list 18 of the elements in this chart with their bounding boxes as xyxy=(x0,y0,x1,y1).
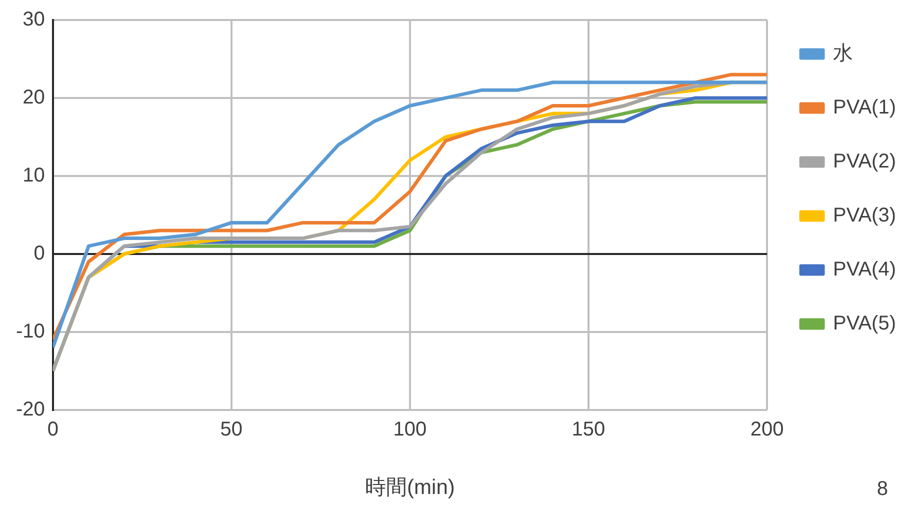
x-tick-label: 150 xyxy=(572,418,606,440)
y-tick-label: 10 xyxy=(22,164,45,186)
legend-label: 水 xyxy=(833,42,854,65)
y-tick-label: -10 xyxy=(16,320,45,342)
y-tick-label: -20 xyxy=(16,398,45,420)
text: 8 xyxy=(876,478,888,501)
x-tick-label: 200 xyxy=(750,418,784,440)
x-tick-label: 50 xyxy=(220,418,243,440)
legend-label: PVA(3) xyxy=(833,204,896,227)
legend-label: PVA(1) xyxy=(833,96,896,119)
y-tick-label: 30 xyxy=(22,8,45,31)
legend-label: PVA(2) xyxy=(833,150,896,173)
y-tick-label: 0 xyxy=(34,242,45,264)
legend-label: PVA(4) xyxy=(833,258,896,281)
legend-label: PVA(5) xyxy=(833,312,896,335)
x-tick-label: 100 xyxy=(393,418,427,440)
y-tick-label: 20 xyxy=(22,86,45,108)
x-axis-title: 時間(min) xyxy=(365,476,455,500)
